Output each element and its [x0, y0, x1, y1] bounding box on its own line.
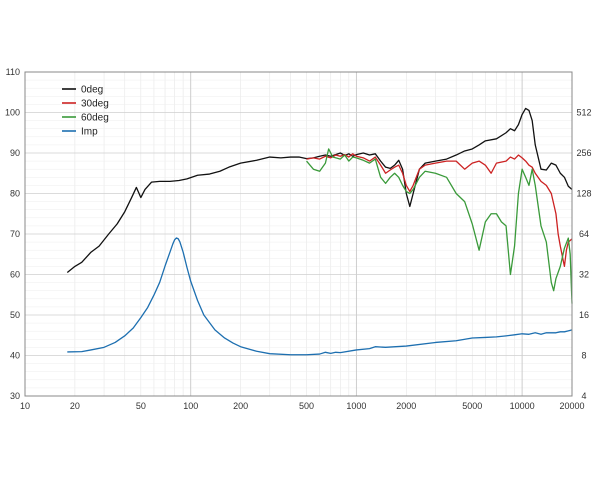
x-tick-label: 200: [233, 401, 248, 411]
y2-tick-label: 4: [581, 391, 586, 401]
x-tick-label: 10: [20, 401, 30, 411]
y2-tick-label: 8: [581, 351, 586, 361]
y-tick-label: 50: [10, 310, 20, 320]
plot-frame: [24, 71, 573, 397]
y2-tick-label: 256: [576, 148, 591, 158]
x-tick-label: 1000: [346, 401, 366, 411]
y2-tick-label: 32: [579, 270, 589, 280]
y2-tick-labels: 4 8 16 32 64 128 256 512: [576, 108, 591, 402]
series-line-0deg: [66, 107, 573, 273]
y-tick-label: 70: [10, 229, 20, 239]
x-tick-label: 5000: [462, 401, 482, 411]
y2-tick-label: 64: [579, 229, 589, 239]
y-tick-labels: 30 40 50 60 70 80 90 100 110: [5, 67, 20, 401]
y-tick-label: 100: [5, 108, 20, 118]
series-layer: [66, 107, 573, 356]
legend-label-30deg: 30deg: [81, 99, 109, 110]
series-line-imp: [67, 237, 573, 356]
legend-label-0deg: 0deg: [81, 85, 103, 96]
legend-label-imp: Imp: [81, 127, 98, 138]
x-tick-label: 20: [70, 401, 80, 411]
series-line-60deg: [306, 148, 573, 304]
y-tick-label: 90: [10, 148, 20, 158]
x-tick-label: 50: [136, 401, 146, 411]
x-tick-label: 20000: [559, 401, 584, 411]
series-line-30deg: [306, 153, 573, 268]
y2-tick-label: 16: [579, 310, 589, 320]
x-tick-label: 100: [183, 401, 198, 411]
y-tick-label: 40: [10, 351, 20, 361]
y-tick-label: 110: [6, 67, 20, 77]
x-tick-label: 2000: [396, 401, 416, 411]
x-tick-label: 10000: [510, 401, 535, 411]
legend-label-60deg: 60deg: [81, 113, 109, 124]
x-tick-label: 500: [299, 401, 314, 411]
x-tick-labels: 10 20 50 100 200 500 1000 2000 5000 10000 20000: [20, 401, 585, 411]
y-tick-label: 80: [10, 189, 20, 199]
y-tick-label: 60: [10, 270, 20, 280]
y2-tick-label: 128: [576, 189, 591, 199]
y2-tick-label: 512: [576, 108, 591, 118]
y-tick-label: 30: [10, 391, 20, 401]
legend: 0deg 30deg 60deg Imp: [62, 85, 109, 138]
